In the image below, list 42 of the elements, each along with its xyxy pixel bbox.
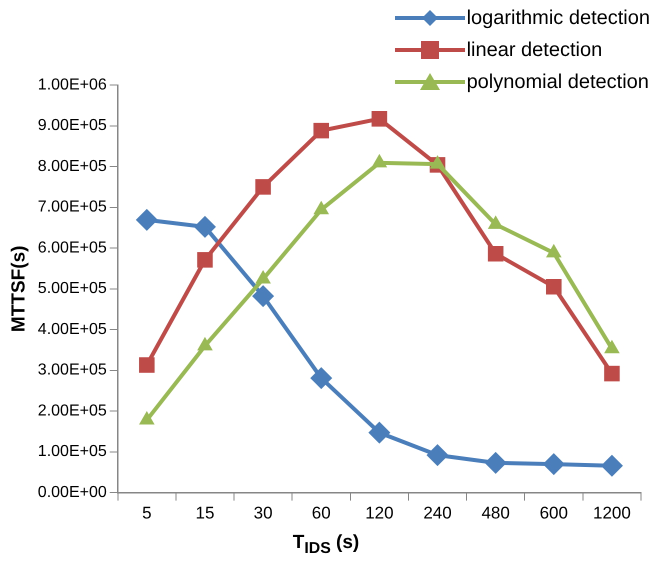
point [484, 452, 507, 474]
point [139, 357, 155, 373]
point [310, 367, 332, 390]
y-tick-label: 9.00E+05 [38, 117, 107, 134]
y-tick-label: 1.00E+05 [38, 443, 107, 460]
legend-label: logarithmic detection [466, 6, 650, 30]
point [255, 179, 271, 195]
point [252, 285, 274, 308]
point [604, 366, 620, 382]
x-tick-label: 5 [142, 503, 152, 522]
y-tick-label: 8.00E+05 [38, 158, 107, 175]
x-axis-title: T$_{IDS}$ (s) [292, 532, 360, 558]
x-tick-label: 15 [196, 503, 214, 522]
x-tick-label: 30 [254, 503, 273, 522]
point [488, 246, 504, 262]
point [372, 111, 388, 127]
y-tick-label: 0.00E+00 [38, 484, 107, 502]
y-tick-label: 1.00E+06 [38, 76, 107, 94]
point [313, 122, 330, 138]
x-tick-label: 60 [312, 503, 331, 522]
point [136, 208, 158, 231]
y-tick-label: 7.00E+05 [38, 198, 107, 216]
legend-label: linear detection [466, 38, 602, 62]
point [194, 216, 216, 238]
x-tick-label: 1200 [593, 503, 631, 522]
point [600, 454, 623, 477]
point [546, 278, 562, 295]
point [426, 444, 449, 466]
x-tick-label: 240 [423, 503, 452, 522]
legend-label: polynomial detection [466, 70, 649, 94]
y-axis-title: MTTSF(s) [8, 246, 30, 332]
x-tick-label: 480 [481, 503, 510, 522]
point [542, 453, 565, 476]
y-tick-label: 6.00E+05 [38, 239, 107, 256]
y-tick-label: 4.00E+05 [38, 320, 107, 338]
y-tick-label: 2.00E+05 [38, 402, 107, 420]
x-tick-label: 120 [365, 503, 394, 522]
x-tick-label: 600 [540, 503, 568, 522]
y-tick-label: 3.00E+05 [38, 362, 107, 379]
point [197, 252, 213, 268]
point [368, 422, 390, 444]
y-tick-label: 5.00E+05 [38, 280, 107, 298]
